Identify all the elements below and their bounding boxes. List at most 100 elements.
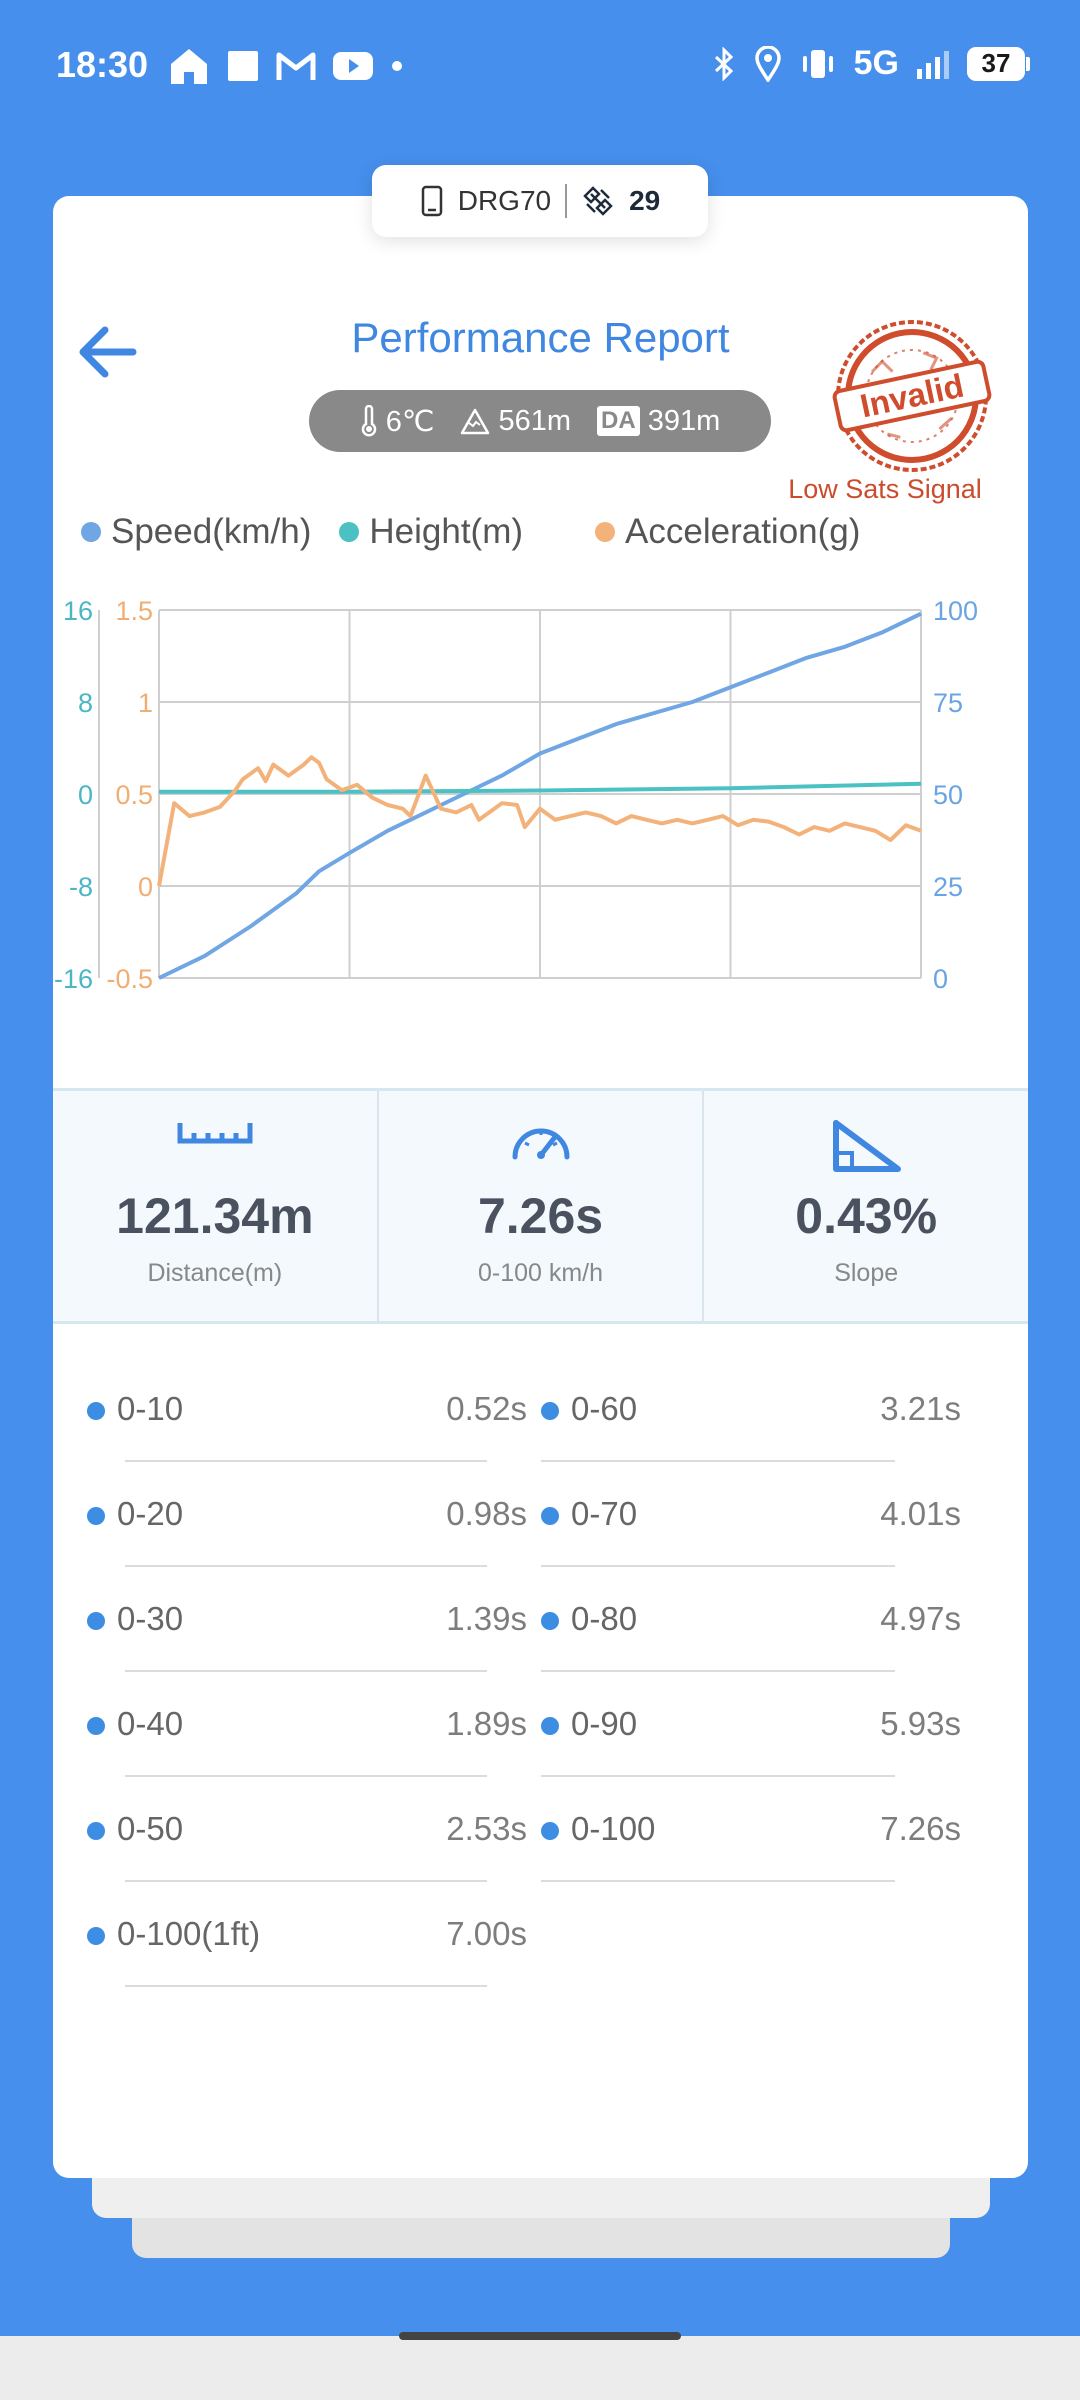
split-label: 0-30 xyxy=(117,1600,184,1637)
page-title: Performance Report xyxy=(351,314,730,361)
mountain-icon xyxy=(461,408,490,435)
pill-divider xyxy=(565,184,568,218)
gmail-icon xyxy=(276,52,316,80)
slope-label: Slope xyxy=(834,1259,899,1287)
youtube-icon xyxy=(333,52,373,80)
report-card: Performance Report 6℃ 561m DA 391m Inval… xyxy=(53,196,1028,2178)
low-sats-warning: Low Sats Signal xyxy=(788,474,982,504)
speed-axis-tick: 75 xyxy=(933,688,963,718)
height-axis-tick: 16 xyxy=(63,596,93,626)
split-item: 0-10 0.52s xyxy=(87,1356,527,1462)
split-row: 0-10 0.52s 0-60 3.21s xyxy=(53,1356,1028,1462)
height-axis-tick: 0 xyxy=(78,780,93,810)
battery-icon: 37 xyxy=(967,46,1030,81)
split-label: 0-20 xyxy=(117,1495,184,1532)
split-time: 5.93s xyxy=(880,1705,961,1742)
altitude-value: 561m xyxy=(498,404,572,437)
split-label: 0-50 xyxy=(117,1810,184,1847)
split-label: 0-80 xyxy=(571,1600,638,1637)
system-icons: 5G 37 xyxy=(712,44,1030,83)
acceleration-time-label: 0-100 km/h xyxy=(477,1259,604,1287)
split-item: 0-30 1.39s xyxy=(87,1566,527,1672)
summary-stats: 121.34m Distance(m) 7.26s 0-100 km/h 0.4… xyxy=(53,1088,1028,1324)
split-item: 0-50 2.53s xyxy=(87,1776,527,1882)
status-bar: 18:30 5G 37 xyxy=(0,0,1080,135)
da-badge: DA xyxy=(597,406,640,436)
location-icon xyxy=(754,45,781,82)
speed-axis-tick: 50 xyxy=(933,780,963,810)
split-row: 0-20 0.98s 0-70 4.01s xyxy=(53,1461,1028,1567)
split-label: 0-60 xyxy=(571,1390,638,1427)
acceleration-axis-tick: 1.5 xyxy=(115,596,153,626)
split-time: 1.39s xyxy=(446,1600,527,1637)
split-item: 0-60 3.21s xyxy=(541,1356,961,1462)
legend-label-height: Height(m) xyxy=(369,512,524,551)
split-time: 0.98s xyxy=(446,1495,527,1532)
split-row: 0-30 1.39s 0-80 4.97s xyxy=(53,1566,1028,1672)
split-item: 0-70 4.01s xyxy=(541,1461,961,1567)
split-label: 0-70 xyxy=(571,1495,638,1532)
status-time: 18:30 xyxy=(56,44,149,85)
acceleration-axis-tick: -0.5 xyxy=(106,964,153,994)
ruler-icon xyxy=(177,1123,253,1144)
split-item: 0-40 1.89s xyxy=(87,1671,527,1777)
split-label: 0-10 xyxy=(117,1390,184,1427)
density-altitude-item: DA 391m xyxy=(597,405,720,438)
satellite-icon xyxy=(583,186,613,216)
slope-value: 0.43% xyxy=(795,1188,938,1244)
split-row: 0-100(1ft) 7.00s xyxy=(53,1881,1028,1987)
temperature-value: 6℃ xyxy=(385,405,435,438)
invalid-stamp: Invalid xyxy=(832,320,992,472)
height-axis-tick: -16 xyxy=(54,964,93,994)
split-row: 0-50 2.53s 0-100 7.26s xyxy=(53,1776,1028,1882)
acceleration-time-value: 7.26s xyxy=(477,1188,604,1244)
split-time: 7.00s xyxy=(446,1915,527,1952)
back-arrow-icon[interactable] xyxy=(71,322,143,382)
split-item: 0-80 4.97s xyxy=(541,1566,961,1672)
split-time: 4.97s xyxy=(880,1600,961,1637)
split-item: 0-90 5.93s xyxy=(541,1671,961,1777)
speed-axis-tick: 25 xyxy=(933,872,963,902)
chart-legend: Speed(km/h) Height(m) Acceleration(g) xyxy=(81,512,1021,552)
home-gesture-handle[interactable] xyxy=(399,2332,681,2340)
split-time: 0.52s xyxy=(446,1390,527,1427)
acceleration-axis-tick: 0 xyxy=(138,872,153,902)
bluetooth-icon xyxy=(714,46,733,81)
notification-icons xyxy=(168,46,404,86)
distance-value: 121.34m xyxy=(116,1188,314,1244)
home-icon xyxy=(171,49,207,84)
split-item: 0-20 0.98s xyxy=(87,1461,527,1567)
legend-item-speed: Speed(km/h) xyxy=(81,512,311,552)
network-type: 5G xyxy=(853,44,899,82)
navigation-bar xyxy=(0,2332,1080,2400)
battery-level: 37 xyxy=(967,46,1025,81)
split-label: 0-100(1ft) xyxy=(117,1915,261,1952)
density-altitude-value: 391m xyxy=(647,404,721,437)
height-axis-tick: -8 xyxy=(69,872,93,902)
thermometer-icon xyxy=(361,405,376,437)
legend-label-acceleration: Acceleration(g) xyxy=(625,512,861,551)
split-time: 3.21s xyxy=(880,1390,961,1427)
speed-axis-tick: 100 xyxy=(933,596,978,626)
split-time: 7.26s xyxy=(880,1810,961,1847)
split-label: 0-40 xyxy=(117,1705,184,1742)
speed-axis-tick: 0 xyxy=(933,964,948,994)
split-time: 4.01s xyxy=(880,1495,961,1532)
legend-label-speed: Speed(km/h) xyxy=(111,512,312,551)
legend-dot-acceleration xyxy=(595,522,616,542)
split-label: 0-100 xyxy=(571,1810,656,1847)
split-item: 0-100 7.26s xyxy=(541,1776,961,1882)
signal-icon xyxy=(917,49,949,79)
performance-chart: 16 8 0 -8 -16 1.5 1 0.5 0 -0.5 100 75 50 25 0 xyxy=(54,596,978,994)
legend-item-height: Height(m) xyxy=(339,512,523,552)
height-axis-tick: 8 xyxy=(78,688,93,718)
legend-dot-speed xyxy=(81,522,101,542)
device-pill[interactable]: DRG70 29 xyxy=(372,165,708,237)
slope-icon xyxy=(833,1120,902,1172)
acceleration-axis-tick: 0.5 xyxy=(115,780,153,810)
phone-icon xyxy=(421,185,442,217)
environment-pill: 6℃ 561m DA 391m xyxy=(309,390,771,452)
speedometer-icon xyxy=(512,1128,569,1160)
distance-label: Distance(m) xyxy=(147,1259,283,1287)
split-row: 0-40 1.89s 0-90 5.93s xyxy=(53,1671,1028,1777)
